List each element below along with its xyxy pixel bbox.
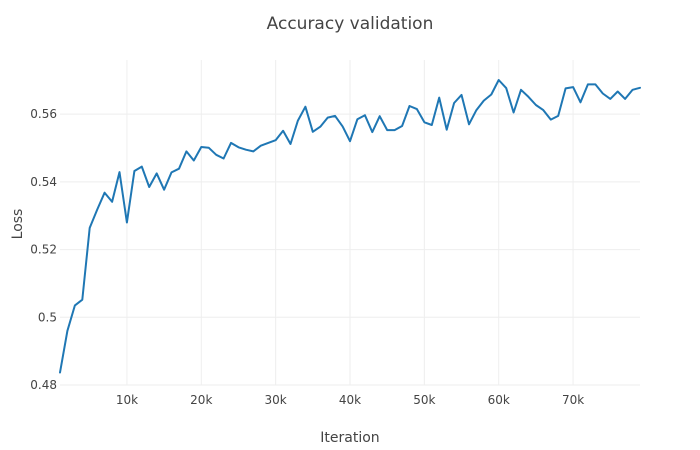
tick-label-layer: 10k 20k 30k 40k 50k 60k 70k 0.48 0.5 0.52 0.54 0.56 [30, 107, 584, 407]
x-tick-label: 50k [413, 393, 435, 407]
x-tick-label: 60k [488, 393, 510, 407]
x-tick-label: 20k [190, 393, 212, 407]
x-tick-label: 30k [265, 393, 287, 407]
x-axis-title: Iteration [320, 430, 379, 446]
y-tick-label: 0.54 [30, 175, 57, 189]
y-axis-title: Loss [10, 209, 26, 240]
chart-title: Accuracy validation [267, 14, 434, 34]
x-tick-label: 40k [339, 393, 361, 407]
y-tick-label: 0.5 [38, 310, 57, 324]
y-tick-label: 0.56 [30, 107, 57, 121]
x-tick-label: 10k [116, 393, 138, 407]
y-tick-label: 0.48 [30, 378, 57, 392]
series-line [59, 79, 641, 374]
grid-layer [60, 60, 640, 386]
y-tick-label: 0.52 [30, 243, 57, 257]
series-layer [59, 79, 641, 374]
x-tick-label: 70k [562, 393, 584, 407]
